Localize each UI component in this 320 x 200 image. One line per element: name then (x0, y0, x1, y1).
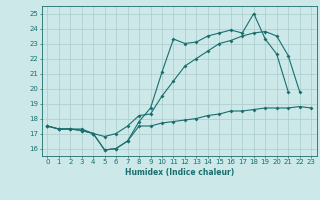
X-axis label: Humidex (Indice chaleur): Humidex (Indice chaleur) (124, 168, 234, 177)
